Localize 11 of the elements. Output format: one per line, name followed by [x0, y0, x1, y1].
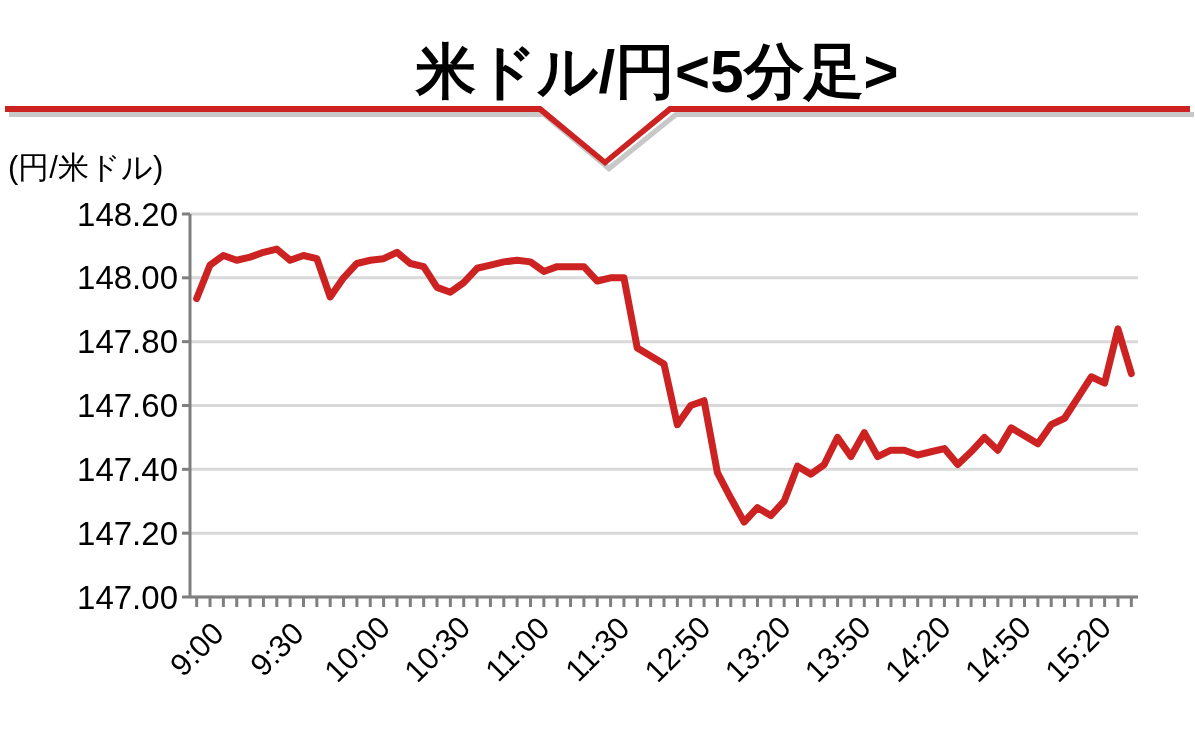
- y-tick-label: 147.00: [77, 578, 178, 616]
- y-tick-label: 148.20: [77, 195, 178, 233]
- y-axis-title: (円/米ドル): [8, 150, 164, 185]
- y-tick-label: 147.60: [77, 387, 178, 425]
- x-tick-label: 9:00: [163, 615, 231, 683]
- y-tick-label: 148.00: [77, 259, 178, 297]
- x-tick-label: 9:30: [243, 615, 311, 683]
- y-tick-label: 147.40: [77, 450, 178, 488]
- y-tick-label: 147.20: [77, 514, 178, 552]
- chart-title: 米ドル/円<5分足>: [415, 38, 899, 105]
- y-tick-label: 147.80: [77, 323, 178, 361]
